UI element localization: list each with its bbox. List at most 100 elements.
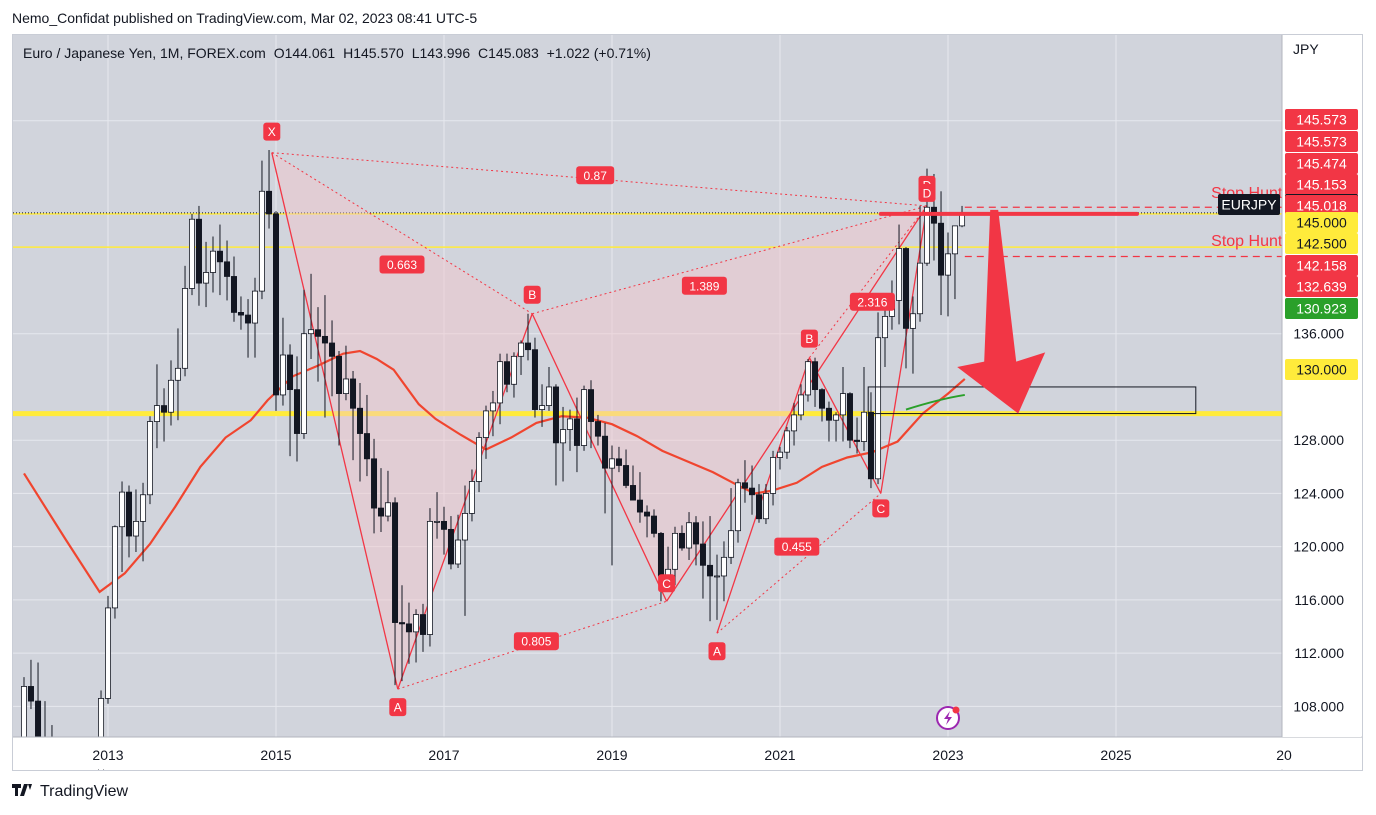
price-axis-label-bg [1285, 131, 1358, 152]
candle-body [356, 407, 363, 434]
pattern-ratio-line [809, 205, 928, 358]
ratio-badge-text: 0.87 [584, 169, 608, 183]
ratio-badge-bg [774, 537, 820, 556]
pattern-fill-xab [271, 152, 533, 690]
pattern-ratio-line [716, 493, 882, 634]
candle-body [573, 418, 580, 446]
y-tick-label: 116.000 [1294, 592, 1344, 608]
footer-brand[interactable]: TradingView [40, 783, 129, 800]
y-tick-label: 108.000 [1293, 698, 1344, 714]
ratio-badge-bg [576, 166, 615, 185]
candle-body [272, 213, 279, 396]
candle-body [335, 355, 342, 395]
moving-average-line [23, 349, 966, 594]
candle-body [623, 465, 630, 486]
ratio-badge-bg [379, 255, 425, 274]
pattern-point-label: X [263, 122, 281, 141]
price-axis-label-text: 145.153 [1296, 177, 1347, 193]
candle-body [735, 482, 742, 532]
candle-body [497, 361, 504, 404]
price-axis-label: 145.153 [1285, 174, 1358, 195]
pattern-point-label-text: D [923, 186, 932, 200]
candle-body [258, 190, 265, 292]
price-axis-label-bg [1285, 233, 1358, 254]
price-axis-label: EURJPY [1218, 194, 1280, 215]
candle-body [398, 622, 405, 625]
candle-body [489, 402, 496, 412]
candle-body [951, 225, 958, 255]
pattern-point-label: A [389, 698, 407, 717]
candle-body [741, 482, 748, 489]
pattern-point-label-bg [800, 329, 818, 348]
candle-body [594, 421, 601, 437]
candle-body [720, 556, 727, 577]
symbol-description[interactable]: Euro / Japanese Yen, 1M, FOREX.com [23, 45, 266, 61]
candle-body [119, 491, 126, 528]
price-axis-label-text: 142.500 [1296, 236, 1347, 252]
price-axis-label: 142.500 [1285, 233, 1358, 254]
price-axis-label: 145.000 [1285, 212, 1358, 233]
candle-body [699, 543, 706, 566]
candle-body [581, 389, 588, 446]
candle-body [518, 342, 525, 357]
pattern-point-label: B [523, 285, 541, 304]
candle-body [245, 314, 252, 324]
pattern-point-label: B [800, 329, 818, 348]
candle-body [707, 564, 714, 577]
y-tick-label: 120.000 [1293, 539, 1344, 555]
candle-body [167, 379, 174, 413]
candle-body [230, 276, 237, 313]
x-tick-label: 2013 [92, 747, 123, 763]
pattern-ratio-line [271, 152, 533, 315]
candle-body [384, 502, 391, 517]
candle-body [293, 389, 300, 434]
candle-body [503, 361, 510, 385]
flash-icon [936, 706, 960, 730]
ratio-badge-text: 0.663 [387, 258, 417, 272]
candle-body [770, 457, 777, 494]
price-axis-label: 145.018 [1285, 195, 1358, 216]
candle-body [447, 528, 454, 565]
candle-body [153, 405, 160, 422]
candle-body [363, 433, 370, 460]
pattern-point-label-bg [389, 698, 407, 717]
price-axis-label: 145.573 [1285, 109, 1358, 130]
candle-body [300, 333, 307, 434]
candle-body [854, 439, 861, 442]
pattern-fill-bcd [532, 205, 927, 602]
candle-body [791, 414, 798, 432]
trend-arc [905, 393, 965, 411]
candle-body [909, 313, 916, 329]
legend-close: C145.083 [478, 45, 539, 61]
x-tick-label: 2015 [260, 747, 291, 763]
candle-body [636, 499, 643, 513]
candle-body [105, 607, 112, 699]
pattern-point-label-bg [523, 285, 541, 304]
price-axis-label-text: 132.639 [1296, 279, 1347, 295]
candle-body [413, 614, 420, 633]
y-tick-label: 124.000 [1293, 485, 1344, 501]
pattern-point-label-text: B [528, 288, 536, 302]
y-tick-label: 136.000 [1293, 326, 1344, 342]
candle-body [924, 206, 931, 264]
price-axis-label-text: 145.573 [1296, 112, 1347, 128]
candle-body [896, 248, 903, 301]
candle-body [440, 520, 447, 530]
price-axis-label: 145.474 [1285, 153, 1358, 174]
down-arrow-icon [957, 209, 1046, 414]
tradingview-logo-icon[interactable] [12, 783, 34, 801]
candle-body [329, 342, 336, 357]
candle-body [867, 411, 874, 480]
currency-label: JPY [1293, 41, 1319, 57]
legend-high: H145.570 [343, 45, 404, 61]
price-axis-label-bg [1285, 298, 1358, 319]
candle-body [693, 522, 700, 545]
candle-body [840, 393, 847, 416]
candle-body [678, 532, 685, 549]
pattern-point-label-bg [658, 574, 676, 593]
price-axis-label-bg [1285, 255, 1358, 276]
candle-body [546, 386, 553, 406]
candle-body [174, 367, 181, 381]
x-tick-label: 2023 [932, 747, 963, 763]
